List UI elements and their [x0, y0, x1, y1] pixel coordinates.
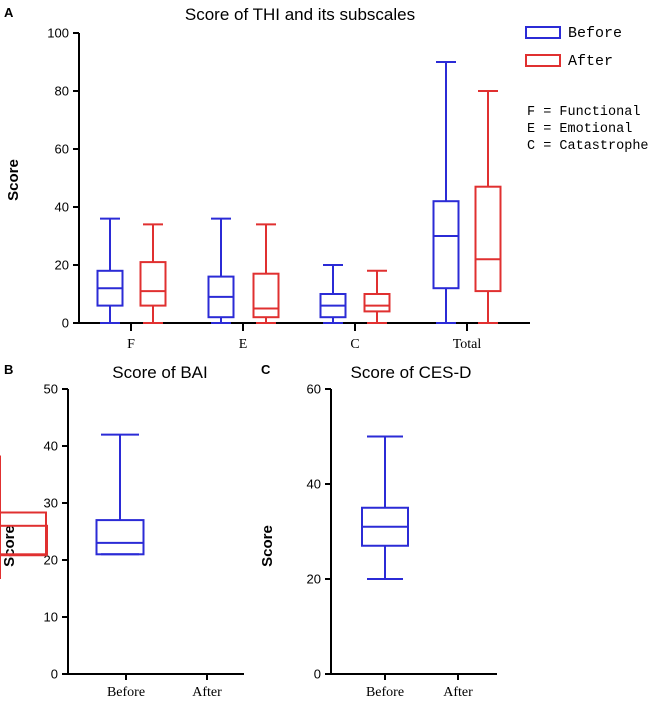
note-functional: F = Functional	[527, 105, 640, 120]
ytick-label: 50	[44, 382, 58, 397]
panel-b-axes	[67, 389, 244, 675]
panel-a-xticks: F E C Total	[127, 323, 481, 352]
xtick-label: Before	[366, 685, 404, 700]
panel-a-ylabel: Score	[5, 159, 22, 201]
box-after-c	[363, 269, 391, 324]
legend: Before After	[525, 25, 622, 70]
panel-b-yticks: 0 10 20 30 40 50	[44, 382, 68, 682]
panel-b-label: B	[4, 362, 13, 377]
ytick-label: 20	[307, 572, 321, 587]
panel-c-yticks: 0 20 40 60	[307, 382, 331, 682]
note-emotional: E = Emotional	[527, 122, 632, 137]
ytick-label: 40	[55, 200, 69, 215]
panel-c-ylabel: Score	[259, 525, 276, 567]
ytick-label: 0	[51, 667, 58, 682]
ytick-label: 80	[55, 84, 69, 99]
iqr-box	[95, 519, 145, 556]
iqr-box	[474, 185, 502, 293]
box-before-before	[95, 433, 145, 556]
iqr-box	[0, 511, 47, 557]
ytick-label: 0	[314, 667, 321, 682]
box-before-before	[361, 435, 409, 580]
panel-b-xticks: Before After	[107, 674, 222, 700]
xtick-label: Total	[453, 337, 482, 352]
panel-a-axes	[78, 33, 530, 324]
box-after-before	[0, 455, 47, 579]
xtick-label: After	[443, 685, 473, 700]
panel-c-boxes	[0, 435, 409, 580]
panel-b-boxes	[0, 433, 145, 556]
ytick-label: 100	[47, 26, 69, 41]
ytick-label: 10	[44, 610, 58, 625]
legend-label-before: Before	[568, 25, 622, 42]
panel-b-title: Score of BAI	[112, 363, 207, 382]
legend-label-after: After	[568, 53, 613, 70]
ytick-label: 40	[44, 439, 58, 454]
box-before-total	[432, 61, 460, 324]
abbreviation-notes: F = Functional E = Emotional C = Catastr…	[527, 105, 649, 154]
xtick-label: After	[192, 685, 222, 700]
note-catastrophe: C = Catastrophe	[527, 139, 649, 154]
panel-c-xticks: Before After	[366, 674, 473, 700]
ytick-label: 20	[44, 553, 58, 568]
panel-c: C Score of CES-D Score 0 20 40 60 Before Aft…	[0, 362, 497, 700]
xtick-label: C	[350, 337, 359, 352]
legend-swatch-before	[525, 26, 561, 39]
box-after-f	[139, 223, 167, 324]
box-before-c	[319, 264, 347, 324]
panel-c-axes	[330, 389, 497, 675]
xtick-label: Before	[107, 685, 145, 700]
iqr-box	[139, 261, 167, 307]
box-before-e	[207, 217, 235, 324]
box-after-total	[474, 90, 502, 324]
ytick-label: 40	[307, 477, 321, 492]
legend-swatch-after	[525, 54, 561, 67]
panel-a-label: A	[4, 5, 14, 20]
panel-c-label: C	[261, 362, 271, 377]
ytick-label: 20	[55, 258, 69, 273]
box-before-f	[96, 217, 124, 324]
panel-a-boxes	[96, 61, 502, 324]
panel-b: B Score of BAI Score 0 10 20 30 40 50 Before A…	[0, 362, 244, 700]
iqr-box	[363, 293, 391, 313]
panel-a-yticks: 0 20 40 60 80 100	[47, 26, 79, 331]
ytick-label: 30	[44, 496, 58, 511]
iqr-box	[252, 272, 280, 319]
ytick-label: 0	[62, 316, 69, 331]
xtick-label: E	[239, 337, 248, 352]
panel-a: A Score of THI and its subscales Score 0…	[4, 5, 649, 352]
ytick-label: 60	[55, 142, 69, 157]
box-after-e	[252, 223, 280, 324]
xtick-label: F	[127, 337, 135, 352]
iqr-box	[432, 200, 460, 290]
ytick-label: 60	[307, 382, 321, 397]
panel-a-title: Score of THI and its subscales	[185, 5, 415, 24]
panel-c-title: Score of CES-D	[351, 363, 472, 382]
panel-b-ylabel: Score	[1, 525, 18, 567]
